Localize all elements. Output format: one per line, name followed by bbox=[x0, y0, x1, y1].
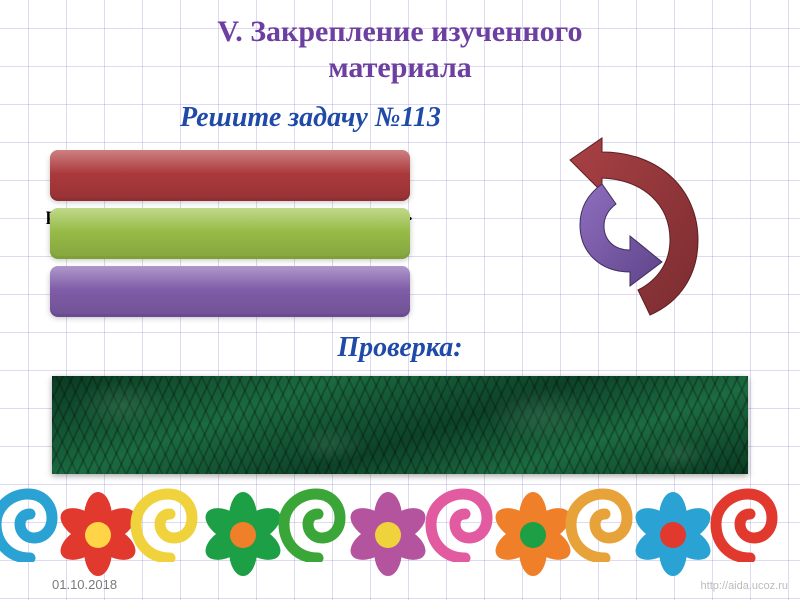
task-subtitle: Решите задачу №113 bbox=[180, 102, 441, 134]
flower-icon bbox=[490, 492, 576, 578]
footer-url: http://aida.ucoz.ru bbox=[701, 580, 788, 592]
bar-green bbox=[50, 208, 410, 256]
slide-content: V. Закрепление изученного материала Реши… bbox=[0, 0, 800, 600]
cycle-arrows bbox=[510, 130, 740, 320]
flower-icon bbox=[55, 492, 141, 578]
marble-panel bbox=[52, 376, 748, 474]
swirl-icon bbox=[565, 482, 645, 562]
title-line-2: материала bbox=[0, 50, 800, 86]
bar-purple bbox=[50, 266, 410, 314]
swirl-icon bbox=[0, 482, 70, 562]
flower-icon bbox=[345, 492, 431, 578]
answer-bars: р . bbox=[50, 150, 410, 324]
swirl-icon bbox=[130, 482, 210, 562]
flower-strip bbox=[0, 482, 800, 572]
swirl-icon bbox=[425, 482, 505, 562]
flower-icon bbox=[200, 492, 286, 578]
bar-red bbox=[50, 150, 410, 198]
footer-date: 01.10.2018 bbox=[52, 577, 117, 592]
title-line-1: V. Закрепление изученного bbox=[0, 14, 800, 50]
swirl-icon bbox=[278, 482, 358, 562]
flower-icon bbox=[630, 492, 716, 578]
slide-title: V. Закрепление изученного материала bbox=[0, 0, 800, 86]
arrow-inner bbox=[580, 184, 662, 286]
check-label: Проверка: bbox=[0, 332, 800, 364]
swirl-icon bbox=[710, 482, 790, 562]
